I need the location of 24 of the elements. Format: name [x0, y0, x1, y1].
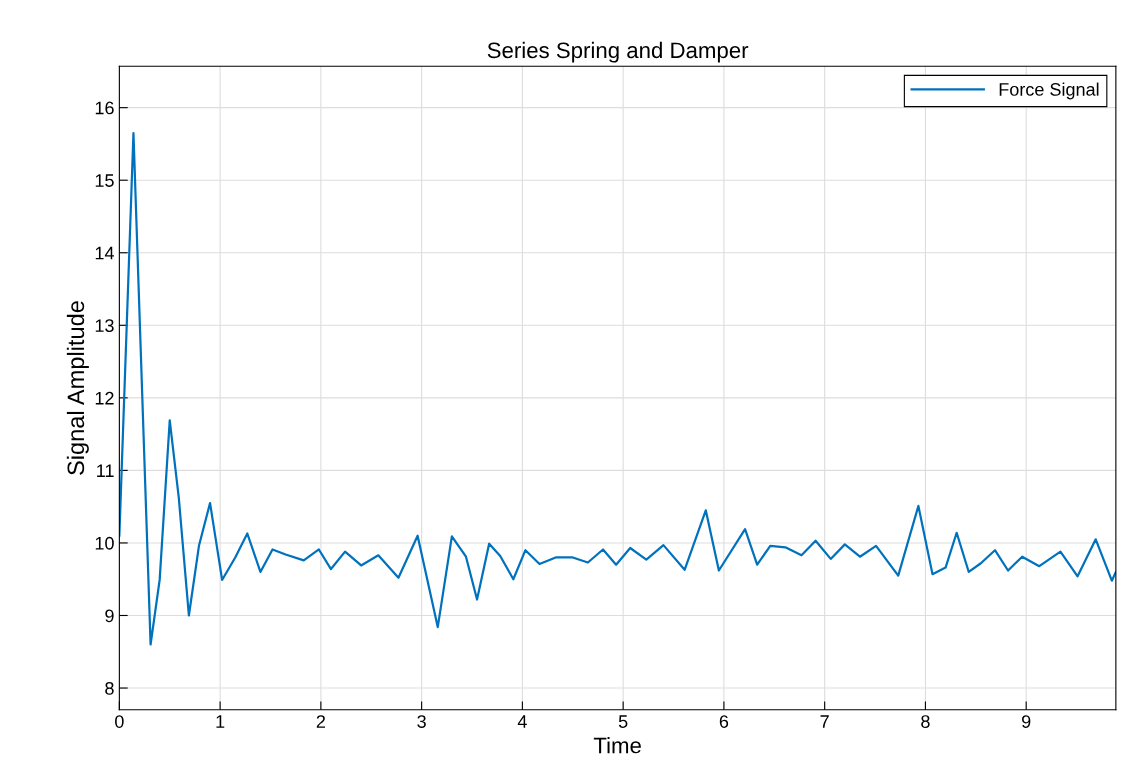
y-tick-label: 15 — [95, 174, 114, 187]
y-tick-label: 10 — [95, 536, 114, 550]
x-tick-label: 7 — [820, 715, 829, 728]
legend-label: Force Signal — [999, 82, 1099, 100]
y-tick-label: 14 — [95, 246, 114, 260]
x-tick-label: 4 — [517, 715, 527, 728]
x-tick-label: 0 — [115, 715, 124, 728]
x-tick-label: 5 — [618, 715, 628, 728]
x-tick-label: 1 — [216, 715, 225, 728]
x-tick-label: 8 — [921, 715, 930, 728]
x-tick-label: 9 — [1022, 715, 1031, 728]
chart-title: Series Spring and Damper — [487, 41, 749, 63]
x-tick-label: 2 — [316, 715, 325, 728]
y-tick-label: 9 — [105, 609, 114, 623]
x-axis-title: Time — [593, 737, 641, 754]
y-tick-label: 11 — [97, 464, 114, 477]
y-axis-title: Signal Amplitude — [66, 301, 89, 475]
y-tick-label: 16 — [95, 101, 114, 115]
x-tick-label: 3 — [417, 715, 426, 728]
y-tick-label: 8 — [105, 681, 114, 695]
line-series — [119, 131, 1116, 646]
x-tick-label: 6 — [719, 715, 729, 728]
y-tick-label: 13 — [95, 319, 114, 333]
y-tick-label: 12 — [95, 391, 114, 405]
